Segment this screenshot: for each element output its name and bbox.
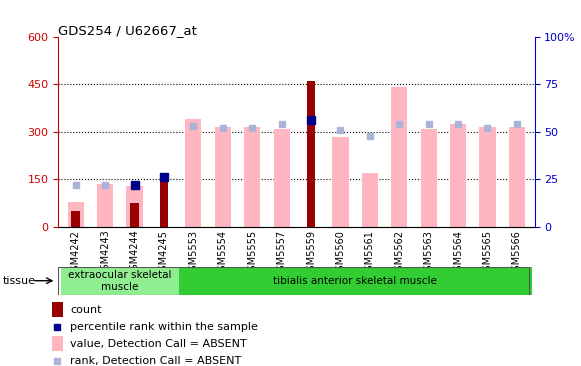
Bar xyxy=(391,87,407,227)
Bar xyxy=(332,137,349,227)
Bar xyxy=(509,127,525,227)
Text: count: count xyxy=(70,305,102,315)
Bar xyxy=(97,184,113,227)
Bar xyxy=(244,127,260,227)
Bar xyxy=(71,211,80,227)
Bar xyxy=(362,173,378,227)
Bar xyxy=(450,124,466,227)
Bar xyxy=(160,176,168,227)
Bar xyxy=(61,267,179,295)
Bar xyxy=(421,128,437,227)
Bar xyxy=(52,302,63,317)
Bar xyxy=(479,127,496,227)
Text: rank, Detection Call = ABSENT: rank, Detection Call = ABSENT xyxy=(70,356,241,366)
Text: GDS254 / U62667_at: GDS254 / U62667_at xyxy=(58,24,197,37)
Bar xyxy=(52,336,63,351)
Bar xyxy=(215,127,231,227)
Bar xyxy=(130,203,139,227)
Text: percentile rank within the sample: percentile rank within the sample xyxy=(70,322,258,332)
Bar xyxy=(274,128,290,227)
Bar xyxy=(179,267,532,295)
Bar xyxy=(185,119,202,227)
Text: extraocular skeletal
muscle: extraocular skeletal muscle xyxy=(68,270,171,292)
Text: value, Detection Call = ABSENT: value, Detection Call = ABSENT xyxy=(70,339,247,349)
Text: tissue: tissue xyxy=(3,276,36,286)
Bar xyxy=(307,81,315,227)
Bar xyxy=(127,186,143,227)
Text: tibialis anterior skeletal muscle: tibialis anterior skeletal muscle xyxy=(273,276,437,286)
Bar xyxy=(67,202,84,227)
